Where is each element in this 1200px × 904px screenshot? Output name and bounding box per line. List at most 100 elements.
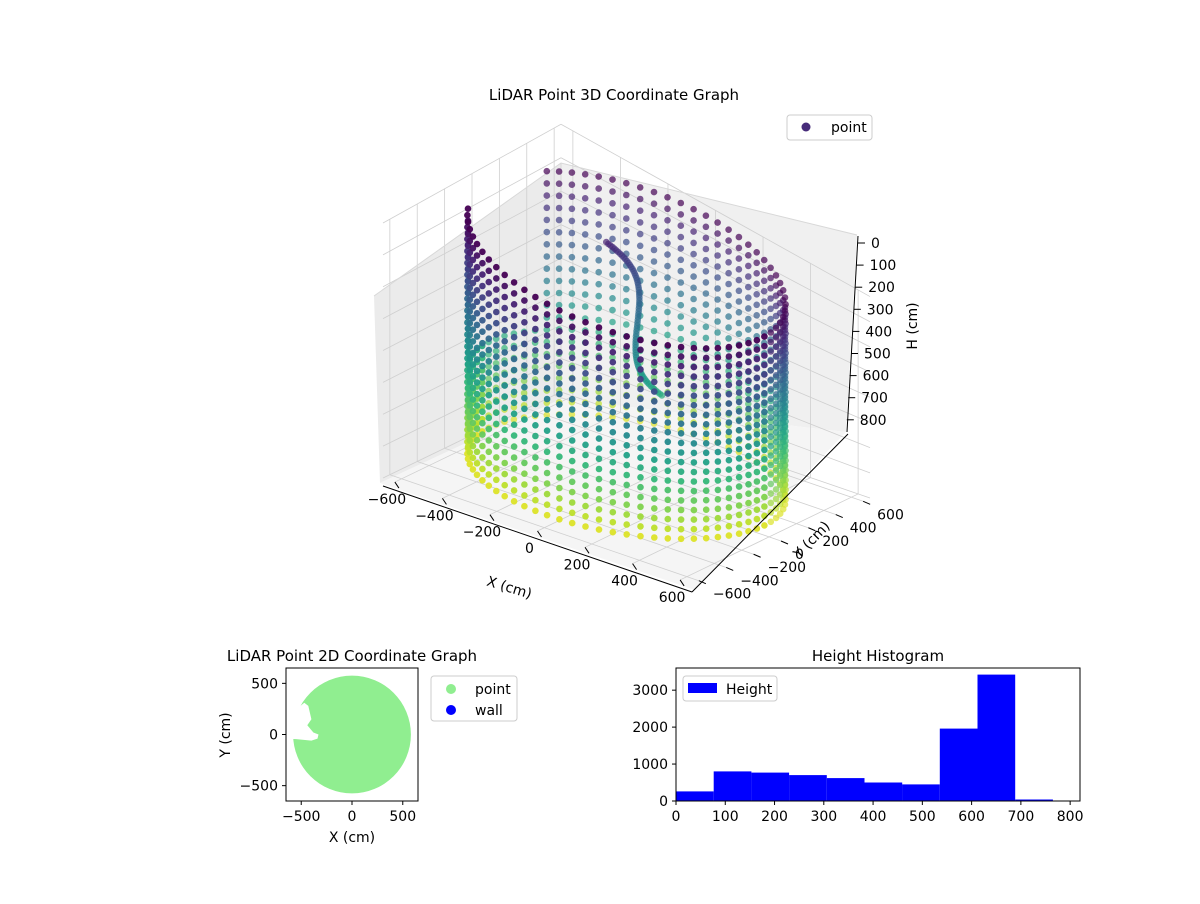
scatter-3d-point: [623, 274, 630, 281]
scatter-3d-point: [485, 267, 493, 275]
scatter-3d-point: [464, 211, 471, 219]
chart-3d: LiDAR Point 3D Coordinate Graph −600−400…: [368, 86, 921, 606]
scatter-3d-point: [767, 480, 775, 488]
scatter-3d-point: [779, 457, 787, 465]
scatter-3d-point: [735, 351, 743, 359]
scatter-3d-point: [501, 282, 509, 290]
scatter-3d-point: [469, 338, 477, 345]
scatter-3d-point: [501, 360, 509, 367]
scatter-3d-point: [478, 391, 486, 399]
scatter-3d-point: [469, 279, 477, 287]
scatter-3d-point: [532, 432, 539, 440]
scatter-3d-point: [501, 404, 509, 412]
scatter-3d-point: [677, 430, 685, 437]
scatter-3d-point: [677, 301, 685, 309]
scatter-3d-point: [664, 262, 671, 270]
scatter-3d-point: [623, 481, 630, 489]
scatter-3d-point: [651, 339, 658, 347]
scatter-3d-point: [556, 348, 563, 356]
scatter-3d-point: [714, 263, 721, 270]
scatter-3d-point: [595, 257, 602, 264]
scatter-3d-point: [493, 331, 500, 338]
scatter-3d-point: [543, 289, 551, 297]
scatter-3d-point: [677, 335, 685, 343]
scatter-3d-point: [702, 312, 710, 320]
scatter-3d-point: [555, 241, 563, 248]
scatter-3d-point: [677, 391, 685, 399]
scatter-3d-point: [521, 373, 528, 380]
scatter-3d-point: [650, 281, 658, 289]
scatter-3d-point: [532, 389, 539, 397]
scatter-3d-point: [556, 463, 563, 471]
scatter-3d-point: [745, 528, 752, 535]
scatter-3d-point: [776, 319, 784, 326]
scatter-3d-point: [485, 358, 493, 365]
y-tick: [862, 500, 871, 505]
scatter-3d-point: [623, 511, 630, 518]
scatter-3d-point: [767, 433, 775, 440]
y-tick: [753, 553, 761, 558]
scatter-3d-point: [651, 407, 658, 415]
scatter-3d-point: [485, 437, 493, 444]
scatter-3d-point: [501, 492, 509, 500]
scatter-3d-point: [761, 380, 768, 388]
scatter-3d-point: [677, 535, 685, 543]
scatter-3d-point: [725, 335, 732, 342]
scatter-3d-point: [464, 396, 472, 403]
scatter-3d-point: [753, 459, 761, 466]
scatter-3d-point: [725, 343, 733, 351]
scatter-3d-point: [725, 494, 733, 502]
x-tick-label: −200: [463, 525, 501, 541]
scatter-3d-point: [479, 465, 486, 473]
scatter-3d-point: [532, 336, 539, 344]
scatter-3d-point: [714, 307, 721, 314]
scatter-3d-point: [761, 399, 768, 407]
scatter-3d-point: [702, 411, 710, 419]
scatter-3d-point: [761, 371, 768, 378]
scatter-3d-point: [543, 277, 551, 285]
scatter-3d-point: [582, 400, 589, 408]
scatter-3d-point: [776, 453, 784, 460]
scatter-3d-point: [521, 351, 528, 359]
scatter-3d-point: [664, 331, 671, 339]
scatter-3d-point: [690, 382, 698, 390]
scatter-3d-point: [609, 468, 617, 476]
scatter-3d-point: [582, 318, 589, 326]
scatter-3d-point: [735, 255, 743, 262]
scatter-3d-point: [725, 226, 732, 233]
scatter-3d-point: [543, 311, 551, 318]
scatter-3d-point: [772, 419, 780, 427]
legend-3d-label: point: [831, 120, 867, 136]
scatter-3d-point: [623, 471, 630, 479]
scatter-3d-point: [651, 495, 658, 502]
scatter-3d-point: [469, 431, 477, 438]
scatter-3d-point: [473, 471, 481, 479]
legend-hist-label: Height: [726, 682, 773, 698]
scatter-3d-point: [735, 530, 743, 537]
scatter-3d-point: [521, 362, 528, 369]
scatter-3d-point: [714, 410, 722, 418]
scatter-3d-point: [532, 325, 539, 333]
scatter-3d-point: [664, 467, 672, 475]
scatter-3d-point: [568, 205, 576, 213]
scatter-3d-point: [595, 197, 602, 204]
scatter-3d-point: [761, 493, 768, 501]
scatter-3d-point: [725, 513, 733, 521]
scatter-3d-point: [735, 521, 743, 528]
scatter-3d-point: [493, 443, 500, 450]
scatter-3d-point: [702, 468, 710, 476]
scatter-3d-point: [501, 393, 509, 400]
scatter-3d-point: [702, 477, 710, 485]
scatter-3d-point: [473, 413, 481, 421]
scatter-3d-point: [582, 370, 589, 377]
scatter-3d-point: [767, 423, 775, 431]
scatter-3d-point: [767, 442, 775, 450]
scatter-3d-point: [473, 252, 481, 259]
scatter-3d-point: [753, 270, 760, 277]
scatter-3d-point: [543, 511, 551, 519]
scatter-3d-point: [690, 344, 698, 352]
scatter-3d-point: [664, 535, 672, 542]
scatter-3d-point: [664, 217, 671, 224]
scatter-3d-point: [609, 283, 616, 290]
histogram-frame: [675, 667, 1081, 802]
